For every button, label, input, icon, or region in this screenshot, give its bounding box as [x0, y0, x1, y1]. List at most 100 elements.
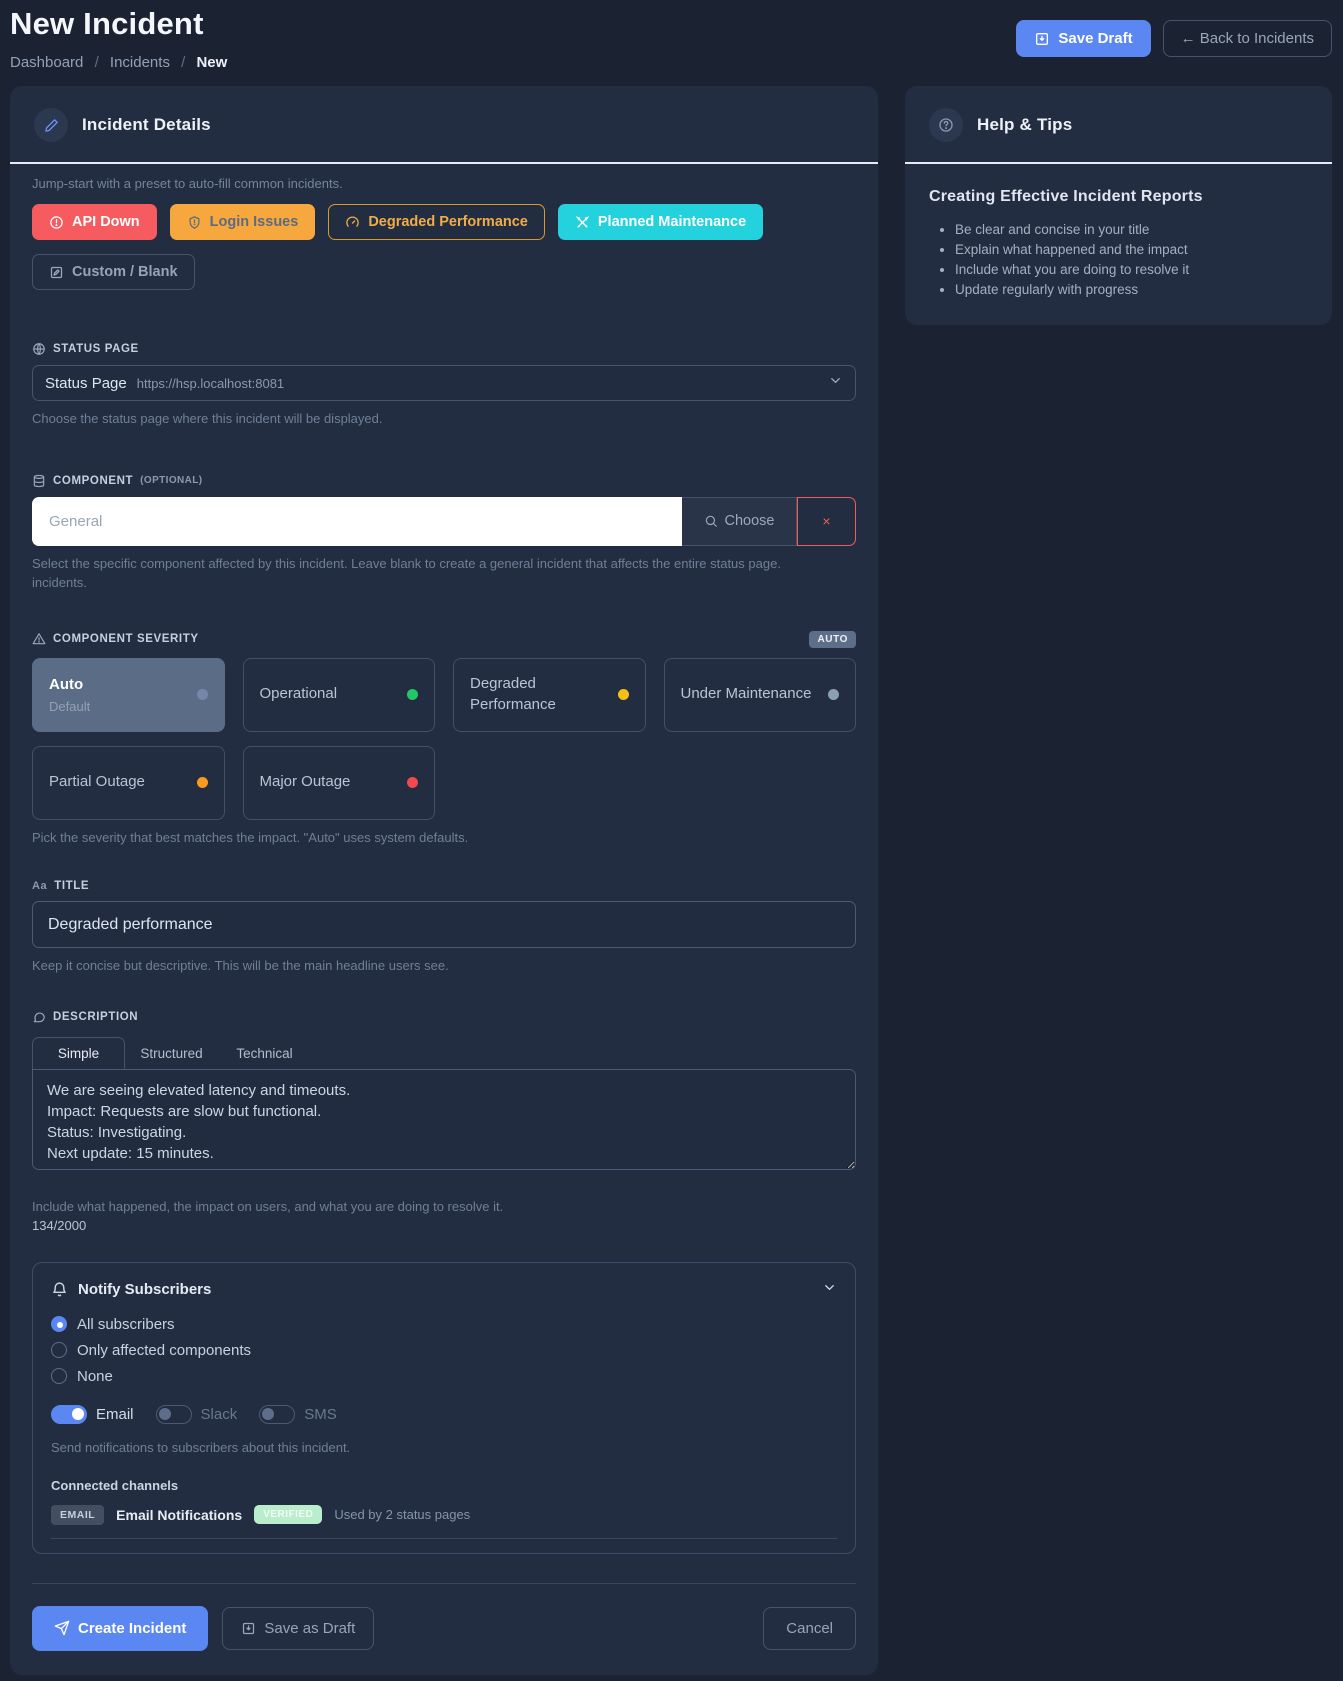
title-helper: Keep it concise but descriptive. This wi…: [32, 958, 449, 974]
severity-dot: [407, 689, 418, 701]
pencil-icon: [34, 108, 68, 142]
speech-bubble-icon: [32, 1010, 46, 1024]
status-page-selected-value: Status Page: [45, 374, 127, 392]
question-icon: [929, 108, 963, 142]
tools-icon: [575, 215, 590, 230]
breadcrumb-dashboard[interactable]: Dashboard: [10, 54, 84, 71]
help-tips-card: Help & Tips Creating Effective Incident …: [905, 86, 1332, 325]
notify-subscribers-header[interactable]: Notify Subscribers: [51, 1280, 837, 1300]
character-counter: 134/2000: [32, 1217, 87, 1233]
toggle-pill: [259, 1404, 296, 1424]
status-page-select[interactable]: Status Page https://hsp.localhost:8081: [32, 365, 856, 401]
radio-dot: [51, 1342, 67, 1359]
cancel-button[interactable]: Cancel: [763, 1606, 856, 1650]
preset-planned-maintenance-button[interactable]: Planned Maintenance: [557, 204, 764, 240]
tab-technical[interactable]: Technical: [218, 1037, 311, 1069]
incident-details-card: Incident Details Jump-start with a prese…: [10, 86, 878, 1675]
status-page-helper: Choose the status page where this incide…: [32, 411, 383, 426]
preset-hint: Jump-start with a preset to auto-fill co…: [32, 176, 343, 191]
radio-dot: [51, 1316, 67, 1333]
channel-name: Email Notifications: [116, 1506, 243, 1523]
notify-title: Notify Subscribers: [78, 1281, 212, 1299]
component-choose-button[interactable]: Choose: [682, 496, 797, 546]
channel-type-badge: EMAIL: [51, 1504, 105, 1525]
status-page-url: https://hsp.localhost:8081: [136, 375, 285, 391]
download-icon: [1034, 31, 1050, 47]
chevron-down-icon[interactable]: [822, 1280, 837, 1300]
notify-subscribers-section: Notify Subscribers All subscribers Only …: [32, 1261, 856, 1554]
preset-degraded-performance-button[interactable]: Degraded Performance: [328, 204, 545, 240]
bell-icon: [51, 1281, 68, 1298]
preset-label: Degraded Performance: [368, 214, 528, 230]
severity-dot: [196, 777, 208, 789]
toggle-sms[interactable]: SMS: [259, 1404, 337, 1424]
preset-label: Custom / Blank: [72, 264, 178, 280]
preset-custom-blank-button[interactable]: Custom / Blank: [32, 254, 195, 290]
severity-name: Auto: [49, 676, 84, 694]
breadcrumb-separator: /: [181, 54, 186, 71]
title-label: Aa Title: [32, 880, 856, 892]
severity-option-operational[interactable]: Operational: [242, 657, 435, 732]
edit-icon: [49, 265, 64, 280]
component-label-text: Component: [53, 474, 134, 487]
save-draft-button[interactable]: Save Draft: [1016, 20, 1151, 57]
breadcrumb-new: New: [196, 54, 228, 71]
save-as-draft-label: Save as Draft: [264, 1619, 356, 1637]
severity-option-major-outage[interactable]: Major Outage: [242, 745, 435, 820]
radio-label: None: [77, 1367, 113, 1385]
toggle-slack[interactable]: Slack: [155, 1404, 237, 1424]
toggle-label: Email: [96, 1405, 134, 1423]
severity-option-auto[interactable]: Auto Default: [32, 657, 225, 732]
severity-name: Under Maintenance: [680, 685, 812, 703]
warning-triangle-icon: [32, 632, 46, 646]
status-page-label: Status Page: [32, 342, 856, 356]
description-label: Description: [32, 1010, 856, 1024]
description-helper-text: Include what happened, the impact on use…: [32, 1199, 504, 1215]
radio-label: All subscribers: [77, 1315, 175, 1333]
radio-all-subscribers[interactable]: All subscribers: [51, 1316, 837, 1333]
severity-sub: Default: [49, 698, 91, 714]
radio-only-affected-components[interactable]: Only affected components: [51, 1342, 837, 1359]
breadcrumb-separator: /: [94, 54, 99, 71]
gauge-icon: [345, 215, 360, 230]
breadcrumb: Dashboard / Incidents / New: [10, 54, 227, 71]
actions-divider: [32, 1582, 856, 1584]
severity-helper: Pick the severity that best matches the …: [32, 829, 469, 845]
page-header: New Incident Dashboard / Incidents / New…: [10, 0, 1332, 71]
tab-structured[interactable]: Structured: [125, 1037, 218, 1069]
component-clear-button[interactable]: ×: [797, 496, 856, 546]
severity-label-text: Component Severity: [53, 633, 199, 646]
shield-icon: [187, 215, 202, 230]
save-draft-label: Save Draft: [1058, 30, 1133, 47]
help-tip: Include what you are doing to resolve it: [955, 262, 1308, 277]
title-input[interactable]: [32, 901, 856, 949]
description-textarea[interactable]: We are seeing elevated latency and timeo…: [32, 1069, 856, 1171]
preset-buttons: API Down Login Issues Degraded Performan…: [32, 204, 856, 290]
create-incident-button[interactable]: Create Incident: [32, 1605, 209, 1651]
radio-label: Only affected components: [77, 1341, 251, 1359]
preset-login-issues-button[interactable]: Login Issues: [169, 204, 316, 240]
verified-badge: VERIFIED: [254, 1505, 323, 1525]
close-icon: ×: [822, 513, 831, 530]
back-to-incidents-button[interactable]: ← Back to Incidents: [1162, 20, 1332, 57]
breadcrumb-incidents[interactable]: Incidents: [109, 54, 170, 71]
tab-simple[interactable]: Simple: [32, 1037, 125, 1070]
severity-name: Degraded Performance: [470, 675, 556, 713]
preset-api-down-button[interactable]: API Down: [32, 204, 157, 240]
help-card-title: Help & Tips: [977, 115, 1073, 134]
radio-none[interactable]: None: [51, 1368, 837, 1385]
card-title: Incident Details: [82, 115, 211, 134]
notify-helper: Send notifications to subscribers about …: [51, 1439, 351, 1455]
save-as-draft-button[interactable]: Save as Draft: [222, 1606, 375, 1650]
toggle-pill: [51, 1404, 87, 1424]
severity-option-degraded-performance[interactable]: Degraded Performance: [453, 657, 646, 732]
chevron-down-icon: [828, 373, 843, 393]
description-tabs: Simple Structured Technical: [32, 1037, 856, 1070]
severity-option-under-maintenance[interactable]: Under Maintenance: [663, 657, 856, 732]
component-input[interactable]: [32, 496, 682, 546]
notify-channel-toggles: Email Slack SMS: [51, 1404, 837, 1424]
toggle-email[interactable]: Email: [51, 1404, 134, 1424]
alert-circle-icon: [49, 215, 64, 230]
severity-options: Auto Default Operational Degraded Perfor…: [32, 657, 856, 820]
severity-option-partial-outage[interactable]: Partial Outage: [32, 745, 225, 820]
